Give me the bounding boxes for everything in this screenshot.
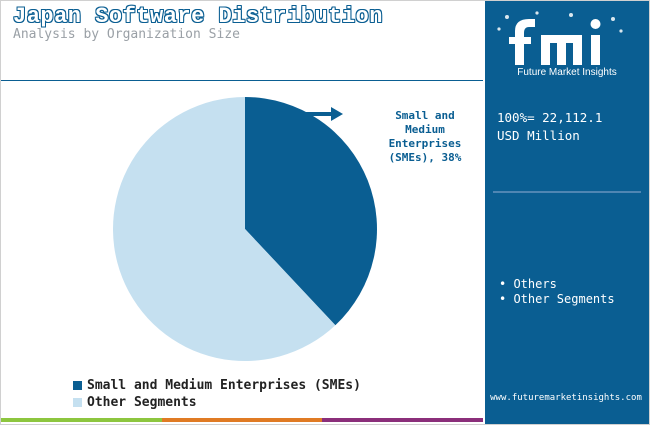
sidebar-bullet-list: • Others • Other Segments — [499, 277, 615, 307]
legend-label-smes: Small and Medium Enterprises (SMEs) — [87, 378, 361, 393]
footer-bar-orange — [161, 418, 323, 422]
footer-color-bar — [1, 418, 484, 422]
logo-caption: Future Market Insights — [517, 67, 617, 78]
title-divider — [1, 80, 483, 81]
sme-label-line-4: (SMEs), 38% — [388, 151, 462, 164]
market-total-value: 100%= 22,112.1 — [497, 110, 603, 125]
sme-label-line-1: Small and — [395, 109, 455, 122]
sme-slice-label: Small and Medium Enterprises (SMEs), 38% — [377, 109, 473, 165]
chart-subtitle: Analysis by Organization Size — [13, 27, 240, 42]
sidebar-divider — [493, 191, 641, 193]
footer-bar-purple — [322, 418, 484, 422]
legend-item-other: Other Segments — [73, 394, 361, 411]
pie-slice-smes — [245, 97, 377, 326]
annotation-arrow — [304, 107, 343, 121]
pie-slice-other-segments — [112, 96, 336, 361]
website-url: www.futuremarketinsights.com — [490, 393, 642, 403]
sidebar-bullet-item: • Other Segments — [499, 292, 615, 306]
fmi-logo — [497, 11, 623, 65]
market-total: 100%= 22,112.1 USD Million — [497, 109, 647, 145]
chart-title: Japan Software Distribution — [13, 4, 383, 29]
legend-swatch-smes — [73, 381, 82, 390]
chart-legend: Small and Medium Enterprises (SMEs) Othe… — [73, 377, 361, 411]
pie-slices — [112, 96, 377, 361]
legend-label-other: Other Segments — [87, 395, 197, 410]
legend-swatch-other — [73, 398, 82, 407]
sme-label-line-2: Medium — [405, 123, 445, 136]
info-sidebar: Future Market Insights 100%= 22,112.1 US… — [485, 1, 649, 424]
pie-chart — [112, 96, 377, 361]
footer-bar-green — [1, 418, 162, 422]
sme-label-line-3: Enterprises — [388, 137, 462, 150]
sidebar-bullet-item: • Others — [499, 277, 557, 291]
legend-item-smes: Small and Medium Enterprises (SMEs) — [73, 377, 361, 394]
market-total-unit: USD Million — [497, 128, 580, 143]
sidebar-bullet-other-segments: Other Segments — [513, 292, 615, 306]
sidebar-bullet-others: Others — [513, 277, 557, 291]
